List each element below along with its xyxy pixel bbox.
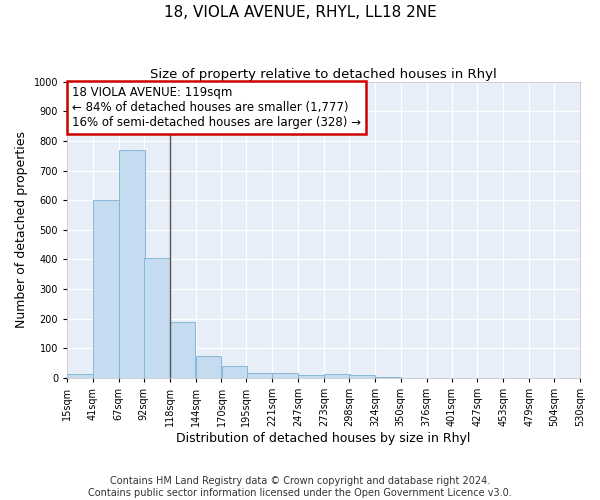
Text: Contains HM Land Registry data © Crown copyright and database right 2024.
Contai: Contains HM Land Registry data © Crown c… — [88, 476, 512, 498]
Bar — [324, 374, 350, 378]
Bar — [247, 372, 272, 378]
Bar — [67, 374, 93, 378]
Bar — [196, 356, 221, 378]
Text: 18 VIOLA AVENUE: 119sqm
← 84% of detached houses are smaller (1,777)
16% of semi: 18 VIOLA AVENUE: 119sqm ← 84% of detache… — [72, 86, 361, 129]
Y-axis label: Number of detached properties: Number of detached properties — [15, 132, 28, 328]
Bar — [119, 150, 145, 378]
Text: 18, VIOLA AVENUE, RHYL, LL18 2NE: 18, VIOLA AVENUE, RHYL, LL18 2NE — [164, 5, 436, 20]
X-axis label: Distribution of detached houses by size in Rhyl: Distribution of detached houses by size … — [176, 432, 471, 445]
Title: Size of property relative to detached houses in Rhyl: Size of property relative to detached ho… — [150, 68, 497, 80]
Bar — [272, 372, 298, 378]
Bar — [170, 322, 196, 378]
Bar — [221, 366, 247, 378]
Bar — [349, 375, 374, 378]
Bar — [375, 376, 401, 378]
Bar — [144, 258, 170, 378]
Bar — [298, 375, 324, 378]
Bar — [93, 200, 119, 378]
